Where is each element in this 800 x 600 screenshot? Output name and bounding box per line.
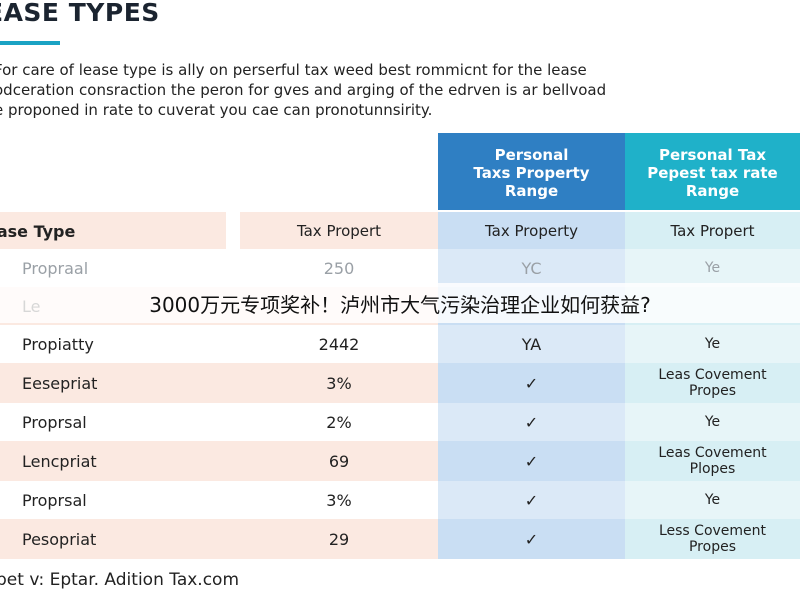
cell-tax-property: 29 (240, 519, 438, 559)
table-row: Eesepriat 3% ✓ Leas Covement Propes (0, 363, 800, 403)
checkmark-icon: ✓ (438, 519, 625, 559)
caption-text: 3000万元专项奖补！泸州市大气污染治理企业如何获益? (149, 292, 651, 317)
cell-lease-type: Propiatty (0, 325, 240, 363)
cell-tax-property: 250 (240, 249, 438, 287)
cell-lease-type: Pesopriat (0, 519, 240, 559)
table-row: Proprsal 2% ✓ Ye (0, 403, 800, 441)
cell-personal-range: YA (438, 325, 625, 363)
checkmark-icon: ✓ (438, 441, 625, 481)
cell-lease-type: Lencpriat (0, 441, 240, 481)
cell-lease-type: Proprsal (0, 481, 240, 519)
subheader-lease-type: ease Type (0, 212, 226, 250)
cell-rate-range: Leas Covement Plopes (625, 441, 800, 481)
subheader-tax-property: Tax Property (438, 212, 625, 250)
subheader-tax-property: Tax Propert (625, 212, 800, 250)
footer-source: pet v: Eptar. Adition Tax.com (0, 570, 240, 590)
header-personal-tax-property-range: Personal Taxs Property Range (438, 133, 625, 210)
table-row: Proprsal 3% ✓ Ye (0, 481, 800, 519)
subheader-tax-property: Tax Propert (240, 212, 438, 250)
cell-tax-property: 2% (240, 403, 438, 441)
cell-rate-range: Leas Covement Propes (625, 363, 800, 403)
intro-line: For care of lease type is ally on perser… (0, 61, 587, 79)
table-row: Pesopriat 29 ✓ Less Covement Propes (0, 519, 800, 559)
intro-paragraph: For care of lease type is ally on perser… (0, 60, 800, 120)
cell-rate-range: Ye (625, 249, 800, 287)
cell-lease-type: Eesepriat (0, 363, 240, 403)
table-row: Propiatty 2442 YA Ye (0, 325, 800, 363)
checkmark-icon: ✓ (438, 481, 625, 519)
page-title: EASE TYPES (0, 0, 160, 27)
cell-tax-property: 2442 (240, 325, 438, 363)
checkmark-icon: ✓ (438, 403, 625, 441)
cell-tax-property: 3% (240, 481, 438, 519)
cell-lease-type: Propraal (0, 249, 240, 287)
cell-rate-range: Ye (625, 325, 800, 363)
checkmark-icon: ✓ (438, 363, 625, 403)
table-row: Propraal 250 YC Ye (0, 249, 800, 287)
cell-rate-range: Less Covement Propes (625, 519, 800, 559)
cell-rate-range: Ye (625, 481, 800, 519)
table-subheader-row: ease Type Tax Propert Tax Property Tax P… (0, 212, 800, 250)
cell-rate-range: Ye (625, 403, 800, 441)
header-personal-tax-rate-range: Personal Tax Pepest tax rate Range (625, 133, 800, 210)
header-label: Personal Taxs Property Range (473, 145, 590, 200)
table-header-row: Personal Taxs Property Range Personal Ta… (0, 133, 800, 210)
cell-lease-type: Proprsal (0, 403, 240, 441)
caption-overlay-banner: 3000万元专项奖补！泸州市大气污染治理企业如何获益? (0, 283, 800, 323)
cell-personal-range: YC (438, 249, 625, 287)
cell-tax-property: 3% (240, 363, 438, 403)
intro-line: e proponed in rate to cuverat you cae ca… (0, 101, 433, 119)
cell-tax-property: 69 (240, 441, 438, 481)
intro-line: odceration consraction the peron for gve… (0, 81, 607, 99)
table-row: Lencpriat 69 ✓ Leas Covement Plopes (0, 441, 800, 481)
header-label: Personal Tax Pepest tax rate Range (647, 145, 778, 200)
title-underline (0, 41, 60, 45)
